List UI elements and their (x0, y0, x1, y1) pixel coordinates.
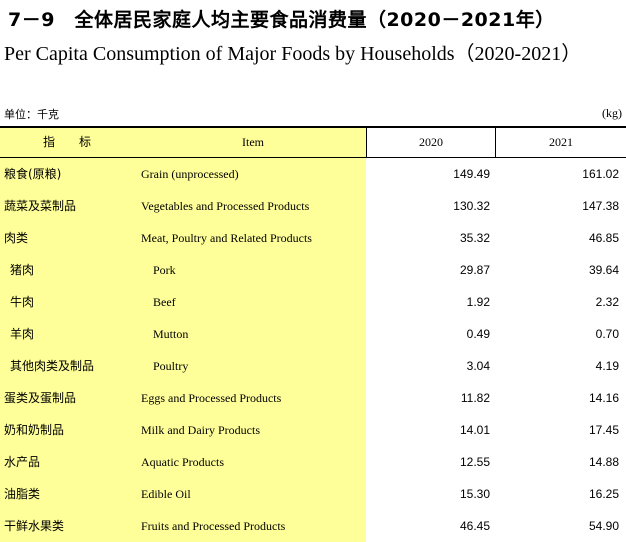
row-label-cn: 猪肉 (10, 263, 35, 277)
table-row: 蛋类及蛋制品 Eggs and Processed Products 11.82… (0, 382, 626, 414)
row-label-cn: 奶和奶制品 (4, 423, 65, 437)
header-item: Item (242, 135, 264, 149)
row-label-en: Mutton (153, 327, 189, 341)
row-label-cn: 水产品 (4, 455, 41, 469)
row-label-cn: 其他肉类及制品 (10, 359, 95, 373)
value-2020: 35.32 (459, 231, 490, 245)
table-row: 奶和奶制品 Milk and Dairy Products 14.01 17.4… (0, 414, 626, 446)
value-2021: 4.19 (595, 359, 619, 373)
row-label-cn: 粮食(原粮) (4, 167, 62, 181)
table-row: 干鲜水果类 Fruits and Processed Products 46.4… (0, 510, 626, 542)
value-2020: 3.04 (466, 359, 490, 373)
table-row: 肉类 Meat, Poultry and Related Products 35… (0, 222, 626, 254)
row-label-cn: 羊肉 (10, 327, 35, 341)
row-label-en: Milk and Dairy Products (141, 423, 260, 437)
row-label-en: Eggs and Processed Products (141, 391, 282, 405)
table-header-row: 指 标 Item 2020 2021 (0, 128, 626, 157)
row-label-cn: 蔬菜及菜制品 (4, 199, 77, 213)
row-label-cn: 油脂类 (4, 487, 41, 501)
value-2020: 149.49 (453, 167, 490, 181)
row-label-en: Grain (unprocessed) (141, 167, 239, 181)
value-2020: 14.01 (459, 423, 490, 437)
value-2021: 14.16 (588, 391, 619, 405)
table-row: 油脂类 Edible Oil 15.30 16.25 (0, 478, 626, 510)
header-divider (495, 128, 496, 157)
value-2021: 14.88 (588, 455, 619, 469)
row-label-en: Edible Oil (141, 487, 191, 501)
row-label-en: Fruits and Processed Products (141, 519, 286, 533)
value-2020: 12.55 (459, 455, 490, 469)
row-label-cn: 干鲜水果类 (4, 519, 65, 533)
label-column-background (0, 126, 366, 542)
table-body: 粮食(原粮) Grain (unprocessed) 149.49 161.02… (0, 158, 626, 542)
unit-label-cn: 单位：千克 (4, 108, 59, 121)
table-header-rule (0, 157, 626, 158)
row-label-en: Beef (153, 295, 176, 309)
value-2020: 11.82 (460, 391, 490, 405)
header-2021: 2021 (549, 135, 573, 149)
value-2021: 54.90 (588, 519, 619, 533)
row-label-en: Meat, Poultry and Related Products (141, 231, 312, 245)
value-2021: 147.38 (582, 199, 619, 213)
table-row: 猪肉 Pork 29.87 39.64 (0, 254, 626, 286)
value-2020: 130.32 (453, 199, 490, 213)
value-2021: 16.25 (588, 487, 619, 501)
table-row: 水产品 Aquatic Products 12.55 14.88 (0, 446, 626, 478)
value-2021: 17.45 (588, 423, 619, 437)
consumption-table: 指 标 Item 2020 2021 粮食(原粮) Grain (unproce… (0, 126, 626, 542)
value-2021: 46.85 (588, 231, 619, 245)
row-label-cn: 蛋类及蛋制品 (4, 391, 77, 405)
value-2021: 39.64 (588, 263, 619, 277)
header-2020: 2020 (419, 135, 443, 149)
row-label-en: Pork (153, 263, 176, 277)
row-label-en: Aquatic Products (141, 455, 224, 469)
value-2021: 0.70 (595, 327, 619, 341)
page-title-en: Per Capita Consumption of Major Foods by… (4, 43, 582, 65)
row-label-en: Vegetables and Processed Products (141, 199, 310, 213)
row-label-cn: 牛肉 (10, 295, 35, 309)
table-row: 牛肉 Beef 1.92 2.32 (0, 286, 626, 318)
unit-label-en: (kg) (602, 106, 622, 120)
value-2021: 2.32 (595, 295, 619, 309)
value-2020: 1.92 (466, 295, 490, 309)
value-2020: 29.87 (459, 263, 490, 277)
value-2020: 15.30 (459, 487, 490, 501)
table-row: 羊肉 Mutton 0.49 0.70 (0, 318, 626, 350)
value-2020: 0.49 (466, 327, 490, 341)
row-label-en: Poultry (153, 359, 189, 373)
table-row: 蔬菜及菜制品 Vegetables and Processed Products… (0, 190, 626, 222)
value-2020: 46.45 (459, 519, 490, 533)
row-label-cn: 肉类 (4, 231, 29, 245)
table-row: 粮食(原粮) Grain (unprocessed) 149.49 161.02 (0, 158, 626, 190)
table-top-rule (0, 126, 626, 128)
page-title-cn: 7－9 全体居民家庭人均主要食品消费量（2020－2021年） (8, 9, 555, 31)
header-divider (366, 128, 367, 157)
value-2021: 161.02 (582, 167, 619, 181)
table-row: 其他肉类及制品 Poultry 3.04 4.19 (0, 350, 626, 382)
header-indicator: 指 标 (42, 135, 97, 149)
